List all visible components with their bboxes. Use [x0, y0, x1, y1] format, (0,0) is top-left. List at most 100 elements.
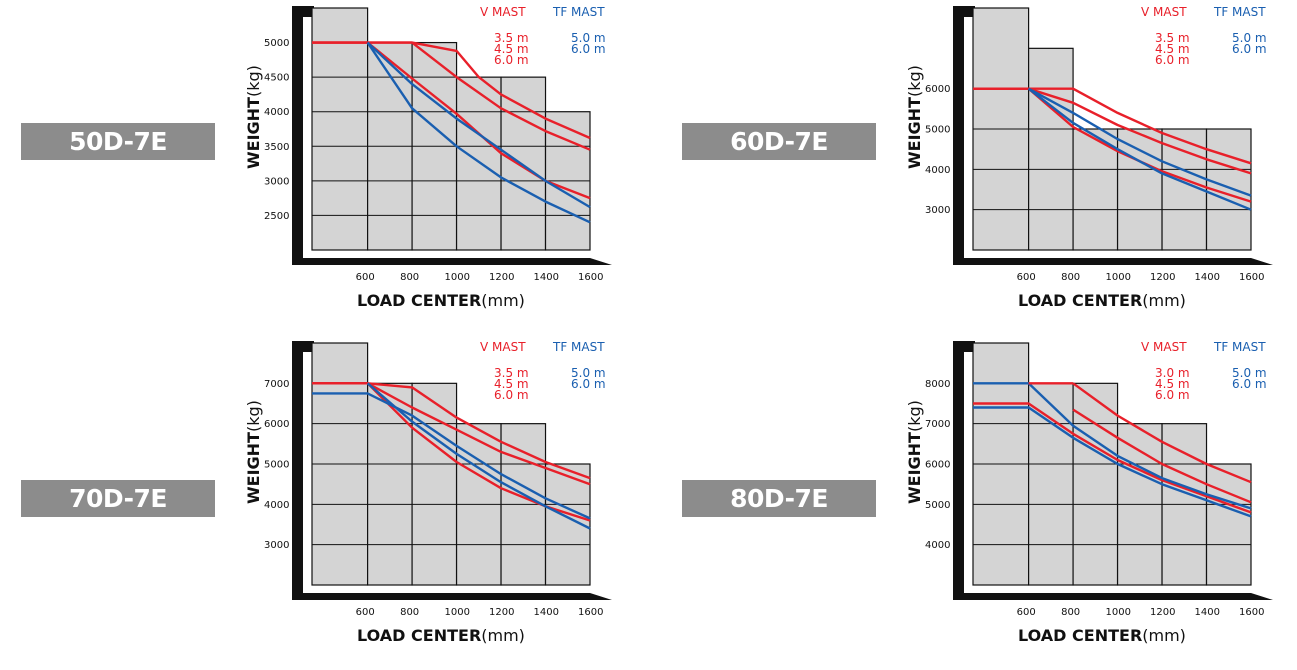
legend-tf-height: 5.0 m — [571, 366, 606, 380]
legend-v-height: 6.0 m — [1155, 53, 1190, 67]
capacity-bar — [1205, 463, 1252, 586]
series-line — [366, 41, 591, 209]
y-tick-label: 7000 — [925, 419, 950, 430]
x-tick-label: 1400 — [1195, 607, 1220, 618]
y-axis-label-unit: (kg) — [905, 400, 924, 432]
legend-tf-height: 6.0 m — [1232, 42, 1267, 56]
chart-panel-70d: 70D-7E 7000 6000 5000 4000 3000 600 800 1000 120… — [0, 335, 648, 670]
x-tick-label: 1200 — [489, 607, 514, 618]
x-tick-label: 1400 — [1195, 272, 1220, 283]
y-axis-label: WEIGHT(kg) — [905, 65, 924, 169]
capacity-bar — [1116, 128, 1163, 251]
x-tick-label: 800 — [400, 607, 419, 618]
x-tick-label: 1600 — [1239, 272, 1264, 283]
y-axis-label-bold: WEIGHT — [244, 432, 263, 504]
y-tick-label: 6000 — [264, 419, 289, 430]
legend-tf-height: 6.0 m — [1232, 377, 1267, 391]
x-tick-label: 1600 — [1239, 607, 1264, 618]
x-tick-label: 1000 — [1106, 272, 1131, 283]
capacity-bar — [1028, 382, 1074, 586]
legend-v-height: 4.5 m — [1155, 42, 1190, 56]
y-axis-label: WEIGHT(kg) — [244, 65, 263, 169]
model-badge: 60D-7E — [682, 123, 876, 160]
x-tick-label: 1400 — [534, 272, 559, 283]
legend-v-mast: V MAST — [1141, 340, 1187, 354]
x-tick-label: 600 — [1017, 272, 1036, 283]
chart-panel-50d: 50D-7E 5000 4500 4000 3500 3000 2500 600 800 100… — [0, 0, 648, 335]
x-axis-label-bold: LOAD CENTER — [1018, 291, 1142, 310]
x-tick-label: 1600 — [578, 272, 603, 283]
series-line — [366, 382, 591, 530]
x-axis-label: LOAD CENTER(mm) — [357, 626, 525, 645]
capacity-bar — [1028, 47, 1074, 251]
series-line — [1072, 382, 1252, 484]
y-tick-label: 4500 — [264, 73, 289, 84]
y-axis-label-unit: (kg) — [244, 400, 263, 432]
y-axis-label-unit: (kg) — [905, 65, 924, 97]
series-line — [973, 87, 1252, 203]
y-axis-label-bold: WEIGHT — [244, 97, 263, 169]
x-tick-label: 1200 — [1150, 607, 1175, 618]
y-tick-label: 4000 — [264, 107, 289, 118]
y-tick-label: 5000 — [264, 38, 289, 49]
chart-panel-60d: 60D-7E 6000 5000 4000 3000 600 800 1000 1200 140… — [661, 0, 1297, 335]
model-badge: 70D-7E — [21, 480, 215, 517]
legend-tf-height: 6.0 m — [571, 42, 606, 56]
x-tick-label: 1000 — [445, 607, 470, 618]
y-tick-label: 3000 — [264, 540, 289, 551]
x-tick-label: 1600 — [578, 607, 603, 618]
y-tick-label: 8000 — [925, 379, 950, 390]
x-axis-label: LOAD CENTER(mm) — [357, 291, 525, 310]
y-tick-label: 3000 — [264, 176, 289, 187]
y-tick-label: 6000 — [925, 460, 950, 471]
y-tick-label: 5000 — [264, 460, 289, 471]
y-tick-label: 3000 — [925, 205, 950, 216]
capacity-bar — [311, 7, 369, 251]
legend-tf-height: 6.0 m — [571, 377, 606, 391]
y-axis-label: WEIGHT(kg) — [244, 400, 263, 504]
chart-panel-80d: 80D-7E 8000 7000 6000 5000 4000 600 800 1000 120… — [661, 335, 1297, 670]
series-line — [366, 41, 591, 224]
x-tick-label: 600 — [1017, 607, 1036, 618]
model-badge: 80D-7E — [682, 480, 876, 517]
x-axis-label-unit: (mm) — [481, 626, 525, 645]
series-line — [1027, 87, 1252, 211]
capacity-bar — [411, 382, 458, 586]
series-line — [973, 406, 1252, 518]
legend-v-height: 3.5 m — [494, 31, 529, 45]
y-tick-label: 5000 — [925, 125, 950, 136]
series-line — [312, 392, 591, 520]
y-tick-label: 7000 — [264, 379, 289, 390]
legend-tf-mast: TF MAST — [552, 5, 605, 19]
x-tick-label: 1200 — [489, 272, 514, 283]
y-axis-label: WEIGHT(kg) — [905, 400, 924, 504]
series-line — [973, 382, 1252, 510]
load-chart: 5000 4500 4000 3500 3000 2500 600 800 1000 1200 14… — [244, 5, 612, 310]
x-axis-label: LOAD CENTER(mm) — [1018, 626, 1186, 645]
y-axis-label-bold: WEIGHT — [905, 432, 924, 504]
x-tick-label: 800 — [400, 272, 419, 283]
x-tick-label: 800 — [1061, 272, 1080, 283]
legend-tf-height: 5.0 m — [1232, 366, 1267, 380]
legend-v-mast: V MAST — [480, 340, 526, 354]
legend-v-height: 6.0 m — [494, 53, 529, 67]
x-axis-label-unit: (mm) — [1142, 626, 1186, 645]
legend-v-height: 4.5 m — [494, 42, 529, 56]
y-tick-label: 4000 — [925, 165, 950, 176]
x-axis-label-bold: LOAD CENTER — [1018, 626, 1142, 645]
y-axis-label-bold: WEIGHT — [905, 97, 924, 169]
series-line — [973, 402, 1252, 514]
legend-v-height: 6.0 m — [494, 388, 529, 402]
y-tick-label: 3500 — [264, 142, 289, 153]
load-chart: 8000 7000 6000 5000 4000 600 800 1000 1200 1400 16… — [905, 340, 1273, 645]
x-axis-label-bold: LOAD CENTER — [357, 626, 481, 645]
x-tick-label: 1000 — [1106, 607, 1131, 618]
load-chart: 7000 6000 5000 4000 3000 600 800 1000 1200 1400 16… — [244, 340, 612, 645]
x-axis-label-unit: (mm) — [1142, 291, 1186, 310]
legend-v-height: 6.0 m — [1155, 388, 1190, 402]
legend-v-height: 3.0 m — [1155, 366, 1190, 380]
y-tick-label: 4000 — [264, 500, 289, 511]
series-line — [1072, 408, 1252, 504]
legend-v-height: 4.5 m — [1155, 377, 1190, 391]
legend-v-height: 3.5 m — [494, 366, 529, 380]
